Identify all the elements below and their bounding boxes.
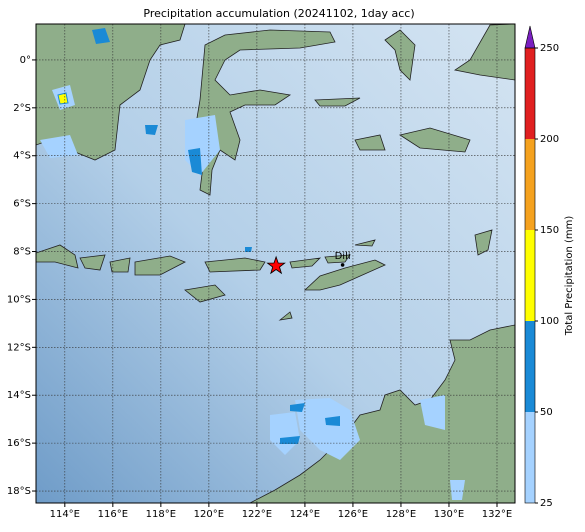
y-tick-label: 16°S	[7, 438, 31, 449]
x-tick-label: 126°E	[338, 509, 368, 520]
colorbar-segment	[525, 230, 535, 321]
rain-area	[92, 28, 340, 444]
colorbar-frame	[524, 47, 536, 504]
x-tick-label: 130°E	[434, 509, 464, 520]
x-tick-label: 116°E	[98, 509, 128, 520]
rain-area	[57, 92, 69, 105]
map-area	[36, 24, 515, 503]
land	[36, 229, 493, 291]
grid	[36, 24, 515, 503]
colorbar-tick-label: 50	[540, 407, 553, 418]
colorbar-tick-label: 100	[540, 316, 559, 327]
event-star	[266, 255, 286, 275]
land	[314, 24, 515, 153]
chart-title: Precipitation accumulation (20241102, 1d…	[143, 7, 414, 20]
land	[194, 29, 336, 196]
y-tick-label: 0°	[20, 55, 31, 66]
y-tick-label: 8°S	[13, 247, 31, 258]
colorbar-segment	[525, 48, 535, 139]
x-tick-label: 118°E	[146, 509, 176, 520]
colorbar-tick-label: 25	[540, 498, 553, 509]
colorbar-segment	[525, 321, 535, 412]
y-tick-label: 14°S	[7, 390, 31, 401]
colorbar-segment	[525, 139, 535, 230]
colorbar-tick-label: 200	[540, 134, 559, 145]
x-tick-label: 124°E	[290, 509, 320, 520]
x-tick-label: 128°E	[386, 509, 416, 520]
y-tick-label: 6°S	[13, 199, 31, 210]
y-tick-label: 12°S	[7, 342, 31, 353]
colorbar-extend	[524, 25, 536, 49]
y-tick-label: 2°S	[13, 103, 31, 114]
colorbar-tick-label: 150	[540, 225, 559, 236]
x-tick-label: 114°E	[50, 509, 80, 520]
land	[184, 284, 293, 321]
place-marker	[340, 263, 345, 267]
land	[384, 29, 416, 81]
y-tick-label: 10°S	[7, 294, 31, 305]
place-label: Dili	[335, 251, 351, 262]
colorbar-segment	[525, 412, 535, 503]
y-tick-label: 4°S	[13, 151, 31, 162]
y-tick-label: 18°S	[7, 486, 31, 497]
colorbar-label: Total Precipitation (mm)	[564, 216, 575, 337]
x-tick-label: 132°E	[482, 509, 512, 520]
x-tick-label: 122°E	[242, 509, 272, 520]
map-frame	[35, 23, 516, 504]
x-tick-label: 120°E	[194, 509, 224, 520]
colorbar-tick-label: 250	[540, 43, 559, 54]
